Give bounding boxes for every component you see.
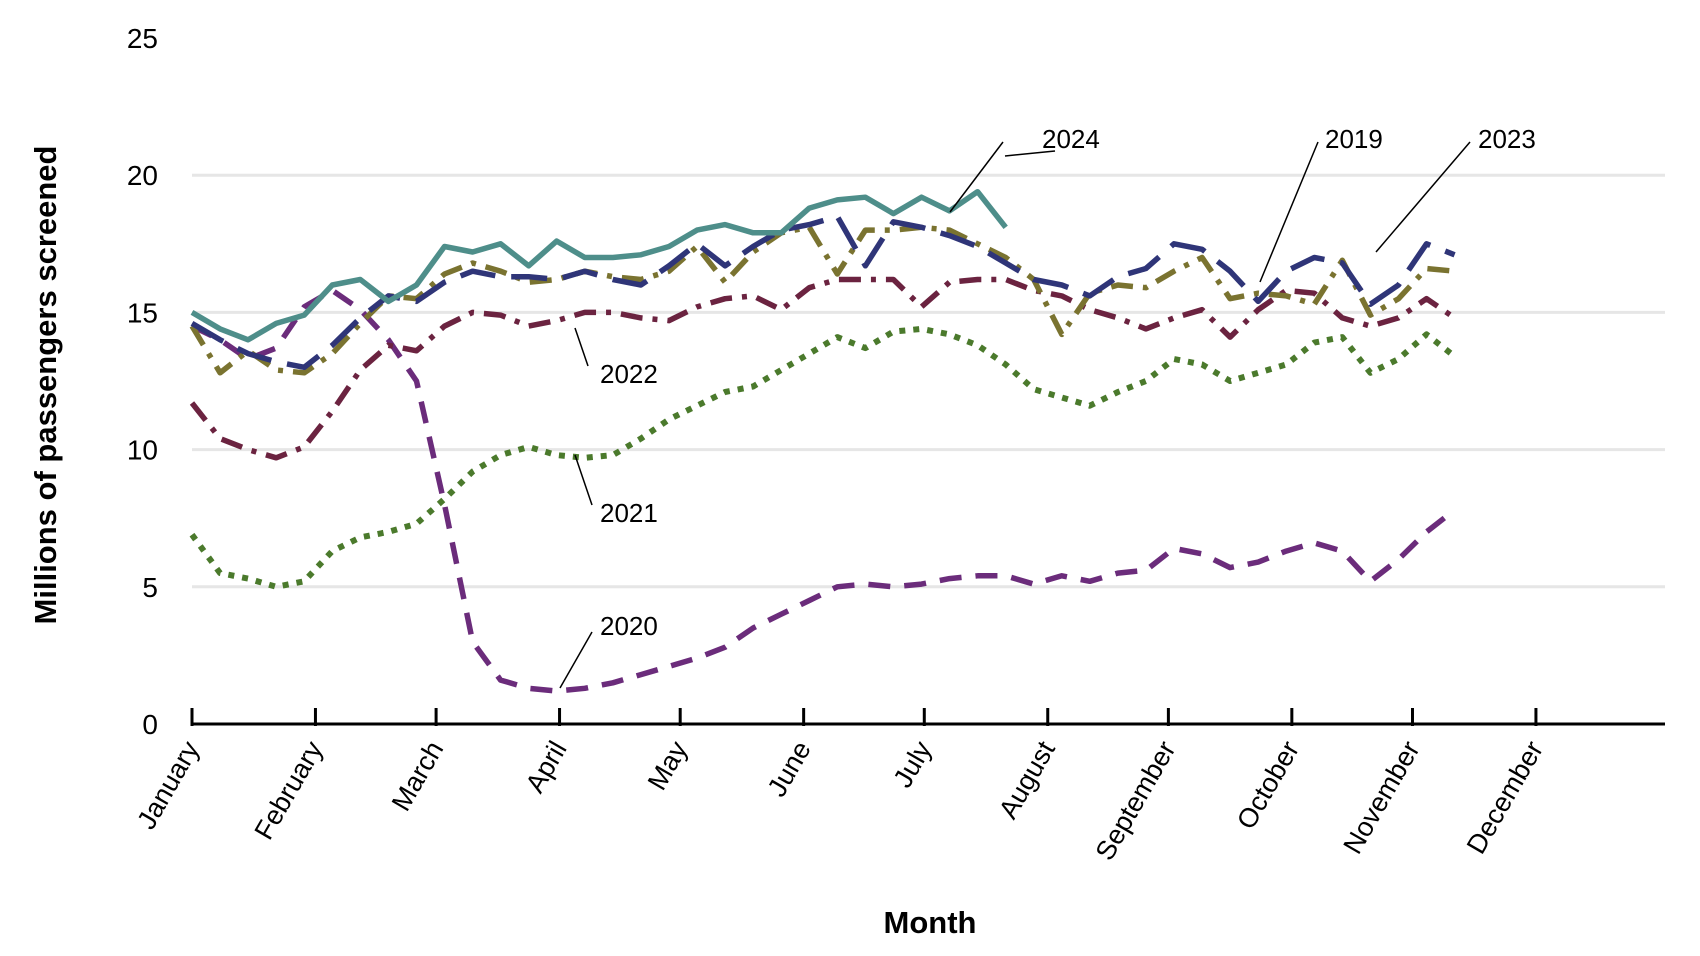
series-line-2024 <box>190 188 1008 343</box>
y-tick-label: 20 <box>127 160 158 191</box>
x-axis-title: Month <box>884 905 977 940</box>
x-axis-ticks: January February March April May June July Augu… <box>131 708 1549 865</box>
x-tick-label: November <box>1337 736 1425 859</box>
series-line-2021 <box>189 325 1457 590</box>
x-tick-label: August <box>993 736 1061 824</box>
x-tick-label: December <box>1461 736 1549 859</box>
y-tick-label: 15 <box>127 297 158 328</box>
leader-line-2022 <box>574 327 589 367</box>
x-tick-label: February <box>249 736 329 845</box>
label-2021: 2021 <box>600 498 658 528</box>
x-tick-label: October <box>1231 736 1305 834</box>
series-label-2024: 2024 <box>949 124 1100 213</box>
leader-line-2023 <box>1375 141 1471 253</box>
series-line-2023 <box>190 213 1456 371</box>
leader-line-2020 <box>559 631 593 689</box>
y-tick-label: 5 <box>142 572 158 603</box>
series-label-2022: 2022 <box>574 327 658 389</box>
label-2019: 2019 <box>1325 124 1383 154</box>
series-line-2020 <box>190 287 1457 694</box>
y-tick-label: 0 <box>142 709 158 740</box>
y-axis-ticks: 0 5 10 15 20 25 <box>127 23 158 740</box>
x-tick-label: April <box>520 736 573 798</box>
leader-line-2021 <box>574 454 593 506</box>
series-label-2023: 2023 <box>1375 124 1536 253</box>
series-lines <box>189 188 1457 694</box>
x-tick-label: January <box>131 736 205 835</box>
label-2024: 2024 <box>1042 124 1100 154</box>
series-label-2019: 2019 <box>1259 124 1383 283</box>
series-label-2021: 2021 <box>574 454 658 528</box>
x-tick-label: June <box>762 736 817 802</box>
x-tick-label: May <box>642 736 694 796</box>
label-2020: 2020 <box>600 611 658 641</box>
y-tick-label: 10 <box>127 435 158 466</box>
y-tick-label: 25 <box>127 23 158 54</box>
series-line-2019 <box>189 224 1455 376</box>
leader-line-2019 <box>1259 141 1319 283</box>
label-2023: 2023 <box>1478 124 1536 154</box>
series-label-2020: 2020 <box>559 611 658 689</box>
x-tick-label: March <box>386 736 449 816</box>
y-axis-title: Millions of passengers screened <box>28 146 63 625</box>
x-tick-label: September <box>1090 736 1182 865</box>
label-2022: 2022 <box>600 359 658 389</box>
x-tick-label: July <box>887 736 937 793</box>
leader-line-2024-b <box>949 141 1004 213</box>
gridlines <box>192 173 1665 589</box>
leader-line-2024 <box>1004 150 1056 157</box>
